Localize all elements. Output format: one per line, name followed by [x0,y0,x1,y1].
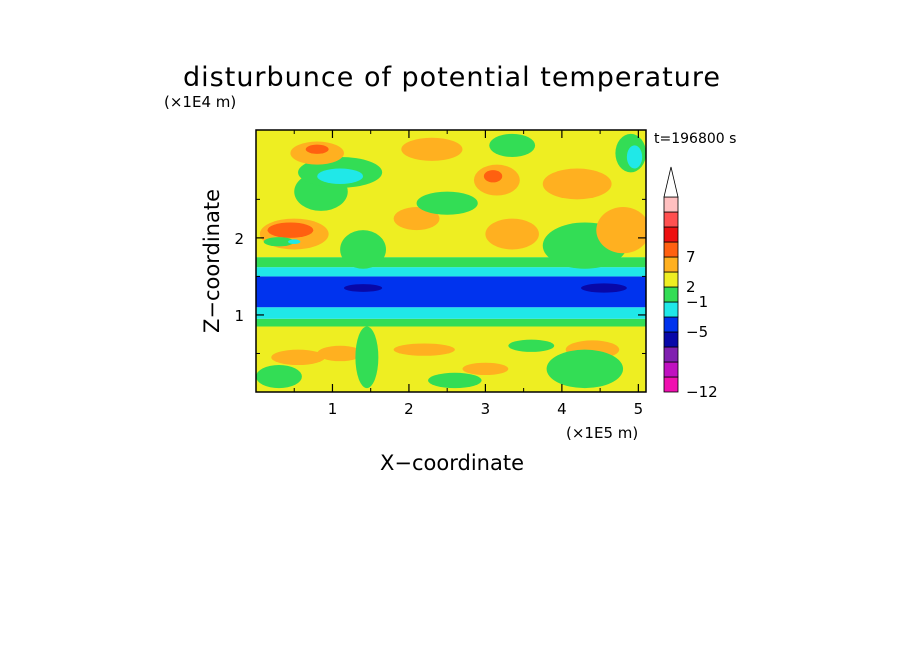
contour-region-1 [317,345,364,362]
contour-region-9 [508,339,555,352]
contour-region-0 [271,349,325,366]
x-axis: 1 2 3 4 5 [293,130,644,418]
colorbar-label: −12 [686,383,718,401]
colorbar-swatch [663,271,679,288]
contour-region-28 [489,133,536,157]
x-tick-label: 4 [557,400,567,418]
y-axis: 12 [234,198,646,354]
y-tick-label: 2 [234,230,244,248]
colorbar-swatch [663,316,679,333]
contour-region-20 [416,191,478,215]
y-tick-label: 1 [234,307,244,325]
colorbar-swatch [663,241,679,258]
x-tick-label: 3 [481,400,491,418]
contour-region-12 [340,230,387,269]
colorbar-swatch [663,376,679,393]
contour-band-2 [256,307,646,319]
x-axis-label: X−coordinate [380,451,524,475]
contour-region-8 [546,349,624,389]
y-unit-label: (×1E4 m) [164,93,236,111]
contour-band-4 [256,267,646,277]
x-tick-label: 5 [634,400,644,418]
colorbar-swatch [663,331,679,348]
contour-region-2 [393,343,455,356]
contour-region-3 [462,362,509,376]
colorbar-swatch [663,301,679,318]
colorbar-swatch [663,226,679,243]
contour-region-22 [317,168,364,184]
colorbar-label: 7 [686,248,696,266]
colorbar-swatch [663,286,679,303]
time-label: t=196800 s [654,131,736,147]
contour-region-32 [263,237,295,247]
colorbar-swatch [663,211,679,228]
x-tick-label: 2 [404,400,414,418]
contour-region-29 [542,168,612,200]
contour-region-33 [288,239,301,245]
colorbar-swatch [663,256,679,273]
contour-region-6 [355,326,379,389]
colorbar-label: 2 [686,278,696,296]
plot-frame [255,129,647,393]
colorbar-swatch [663,346,679,363]
colorbar-label: −5 [686,323,708,341]
contour-region-16 [393,207,440,231]
contour-region-24 [305,144,329,154]
contour-region-27 [401,137,463,161]
contour-region-11 [581,283,627,293]
contour-band-3 [256,276,646,308]
contour-region-31 [626,145,643,169]
colorbar-extend-arrow [663,166,679,198]
colorbar-swatch [663,361,679,378]
contour-band-5 [256,257,646,268]
colorbar-swatch [663,196,679,213]
plot-area [256,130,646,392]
contour-region-10 [343,284,383,292]
contour-region-26 [483,170,503,183]
colorbar: −12 −5 −12 7 [663,166,718,401]
contour-region-15 [267,222,314,238]
colorbar-label: −1 [686,293,708,311]
contour-region-7 [428,372,482,389]
contour-region-5 [256,365,302,389]
x-tick-label: 1 [328,400,338,418]
contour-region-17 [485,218,539,250]
x-unit-label: (×1E5 m) [566,424,638,442]
chart-title: disturbunce of potential temperature [183,62,721,93]
contour-region-18 [596,207,646,254]
contour-band-1 [256,318,646,327]
y-axis-label: Z−coordinate [200,189,224,333]
